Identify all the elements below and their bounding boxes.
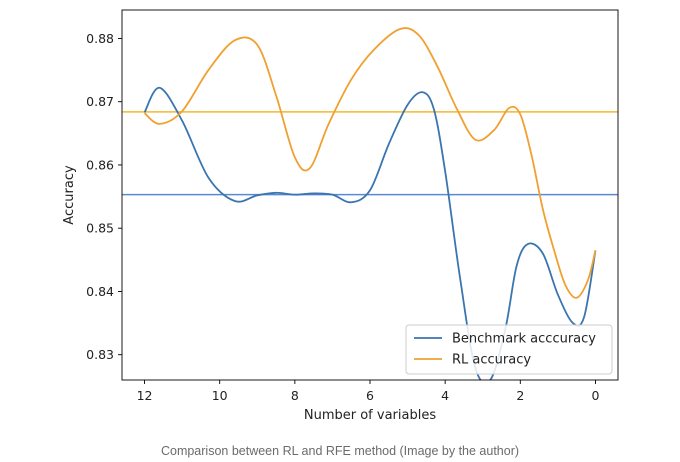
x-tick-label: 4 [441, 388, 449, 403]
reference-lines [122, 111, 618, 196]
y-tick-label: 0.88 [86, 31, 114, 46]
x-tick-label: 0 [591, 388, 599, 403]
x-ticks: 12 10 8 6 4 2 0 [137, 380, 599, 403]
legend-box [405, 324, 613, 375]
y-tick-label: 0.84 [86, 284, 114, 299]
x-tick-label: 2 [516, 388, 524, 403]
x-tick-label: 8 [291, 388, 299, 403]
y-axis-label: Accuracy [62, 165, 77, 225]
series-lines [143, 27, 597, 380]
figure-caption: Comparison between RL and RFE method (Im… [160, 444, 520, 458]
y-tick-label: 0.86 [86, 157, 114, 172]
x-tick-label: 12 [137, 388, 153, 403]
x-tick-label: 6 [366, 388, 374, 403]
series-line-0 [143, 86, 597, 380]
series-line-1 [143, 27, 597, 299]
x-tick-label: 10 [212, 388, 228, 403]
legend: Benchmark acccuracy RL accuracy [405, 324, 613, 375]
y-tick-label: 0.83 [86, 347, 114, 362]
y-tick-label: 0.87 [86, 94, 114, 109]
line-chart: 12 10 8 6 4 2 0 0.83 0.84 0.85 0.86 0.87 0.88 Numbe… [62, 9, 619, 423]
legend-label-rl: RL accuracy [452, 353, 531, 368]
y-ticks: 0.83 0.84 0.85 0.86 0.87 0.88 [86, 31, 122, 362]
legend-label-benchmark: Benchmark acccuracy [452, 332, 596, 347]
x-axis-label: Number of variables [304, 408, 436, 423]
y-tick-label: 0.85 [86, 221, 114, 236]
